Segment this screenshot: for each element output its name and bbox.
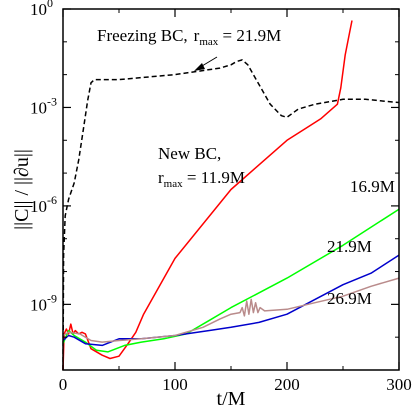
y-tick-label: 10-9 — [30, 291, 57, 314]
series-layer — [62, 20, 400, 371]
freezing-bc-label: Freezing BC, rmax = 21.9M — [97, 26, 281, 48]
new-bc-label: New BC, — [158, 144, 221, 163]
y-tick-label: 100 — [30, 0, 53, 19]
x-axis-label: t/M — [217, 388, 246, 410]
y-axis-label: ||C|| / ||∂u|| — [11, 149, 33, 230]
x-tick-label: 100 — [162, 375, 188, 394]
x-tick-label: 300 — [386, 375, 412, 394]
freezing-bc-arrowhead — [194, 63, 205, 71]
ticks-layer: 0 100 200 300 10-9 10-6 10-3 100 — [30, 0, 412, 394]
series-line-new_169 — [62, 208, 400, 353]
series-label-26-9m: 26.9M — [327, 289, 372, 308]
x-tick-label: 200 — [274, 375, 300, 394]
series-line-new_269 — [62, 277, 400, 343]
y-tick-label: 10-6 — [30, 193, 57, 216]
y-tick-label: 10-3 — [30, 94, 57, 117]
x-tick-label: 0 — [59, 375, 68, 394]
new-bc-rmax-label: rmax = 11.9M — [158, 168, 245, 190]
series-line-new_219 — [62, 254, 400, 347]
series-label-21-9m: 21.9M — [327, 237, 372, 256]
series-label-16-9m: 16.9M — [350, 177, 395, 196]
series-line-new_119 — [62, 20, 353, 371]
series-line-freezing — [62, 59, 400, 371]
